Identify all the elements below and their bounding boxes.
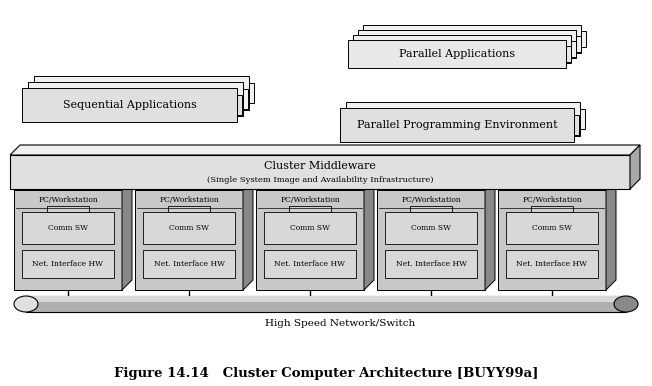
Polygon shape	[576, 36, 581, 52]
Polygon shape	[249, 83, 254, 103]
Text: Net. Interface HW: Net. Interface HW	[396, 260, 466, 268]
Text: Figure 14.14   Cluster Computer Architecture [BUYY99a]: Figure 14.14 Cluster Computer Architectu…	[114, 367, 538, 381]
Polygon shape	[353, 35, 571, 63]
Polygon shape	[580, 109, 585, 129]
Polygon shape	[506, 212, 598, 244]
Text: Comm SW: Comm SW	[411, 224, 451, 232]
Polygon shape	[168, 206, 210, 212]
Polygon shape	[22, 250, 114, 278]
Polygon shape	[498, 180, 616, 190]
Text: PC/Workstation: PC/Workstation	[522, 196, 582, 204]
Polygon shape	[22, 88, 237, 122]
Text: Parallel Programming Environment: Parallel Programming Environment	[357, 120, 557, 130]
Polygon shape	[10, 145, 640, 155]
Polygon shape	[566, 46, 571, 63]
Polygon shape	[358, 30, 576, 58]
Polygon shape	[26, 296, 626, 312]
Polygon shape	[143, 212, 235, 244]
Polygon shape	[256, 190, 364, 290]
Polygon shape	[237, 95, 242, 115]
Polygon shape	[346, 102, 580, 136]
Polygon shape	[28, 82, 243, 116]
Text: PC/Workstation: PC/Workstation	[159, 196, 219, 204]
Polygon shape	[264, 212, 356, 244]
Polygon shape	[135, 180, 253, 190]
Text: PC/Workstation: PC/Workstation	[401, 196, 461, 204]
Polygon shape	[377, 180, 495, 190]
Text: High Speed Network/Switch: High Speed Network/Switch	[265, 318, 415, 327]
Polygon shape	[243, 89, 248, 109]
Polygon shape	[135, 190, 243, 290]
Polygon shape	[630, 145, 640, 189]
Polygon shape	[243, 180, 253, 290]
Polygon shape	[14, 180, 132, 190]
Polygon shape	[14, 190, 122, 290]
Text: Net. Interface HW: Net. Interface HW	[153, 260, 224, 268]
Polygon shape	[143, 250, 235, 278]
Text: PC/Workstation: PC/Workstation	[38, 196, 98, 204]
Polygon shape	[385, 250, 477, 278]
Text: Cluster Middleware: Cluster Middleware	[264, 161, 376, 171]
Polygon shape	[122, 180, 132, 290]
Text: Comm SW: Comm SW	[290, 224, 330, 232]
Text: Comm SW: Comm SW	[532, 224, 572, 232]
Text: Net. Interface HW: Net. Interface HW	[516, 260, 587, 268]
Polygon shape	[606, 180, 616, 290]
Polygon shape	[498, 190, 606, 290]
Text: Parallel Applications: Parallel Applications	[399, 49, 515, 59]
Polygon shape	[385, 212, 477, 244]
Polygon shape	[363, 25, 581, 53]
Text: (Single System Image and Availability Infrastructure): (Single System Image and Availability In…	[207, 176, 433, 184]
Polygon shape	[531, 206, 572, 212]
Ellipse shape	[14, 296, 38, 312]
Polygon shape	[34, 76, 249, 110]
Polygon shape	[48, 206, 89, 212]
Polygon shape	[574, 115, 579, 135]
Polygon shape	[571, 41, 576, 58]
Polygon shape	[10, 155, 630, 189]
Polygon shape	[377, 190, 485, 290]
Polygon shape	[22, 212, 114, 244]
Polygon shape	[506, 250, 598, 278]
Text: Comm SW: Comm SW	[169, 224, 209, 232]
Polygon shape	[364, 180, 374, 290]
Polygon shape	[26, 296, 626, 301]
Text: PC/Workstation: PC/Workstation	[280, 196, 340, 204]
Text: Sequential Applications: Sequential Applications	[63, 100, 196, 110]
Polygon shape	[340, 108, 574, 142]
Polygon shape	[485, 180, 495, 290]
Polygon shape	[410, 206, 452, 212]
Polygon shape	[264, 250, 356, 278]
Text: Net. Interface HW: Net. Interface HW	[274, 260, 346, 268]
Polygon shape	[348, 40, 566, 68]
Polygon shape	[256, 180, 374, 190]
Polygon shape	[581, 30, 586, 47]
Text: Comm SW: Comm SW	[48, 224, 88, 232]
Ellipse shape	[614, 296, 638, 312]
Text: Net. Interface HW: Net. Interface HW	[33, 260, 104, 268]
Polygon shape	[289, 206, 331, 212]
